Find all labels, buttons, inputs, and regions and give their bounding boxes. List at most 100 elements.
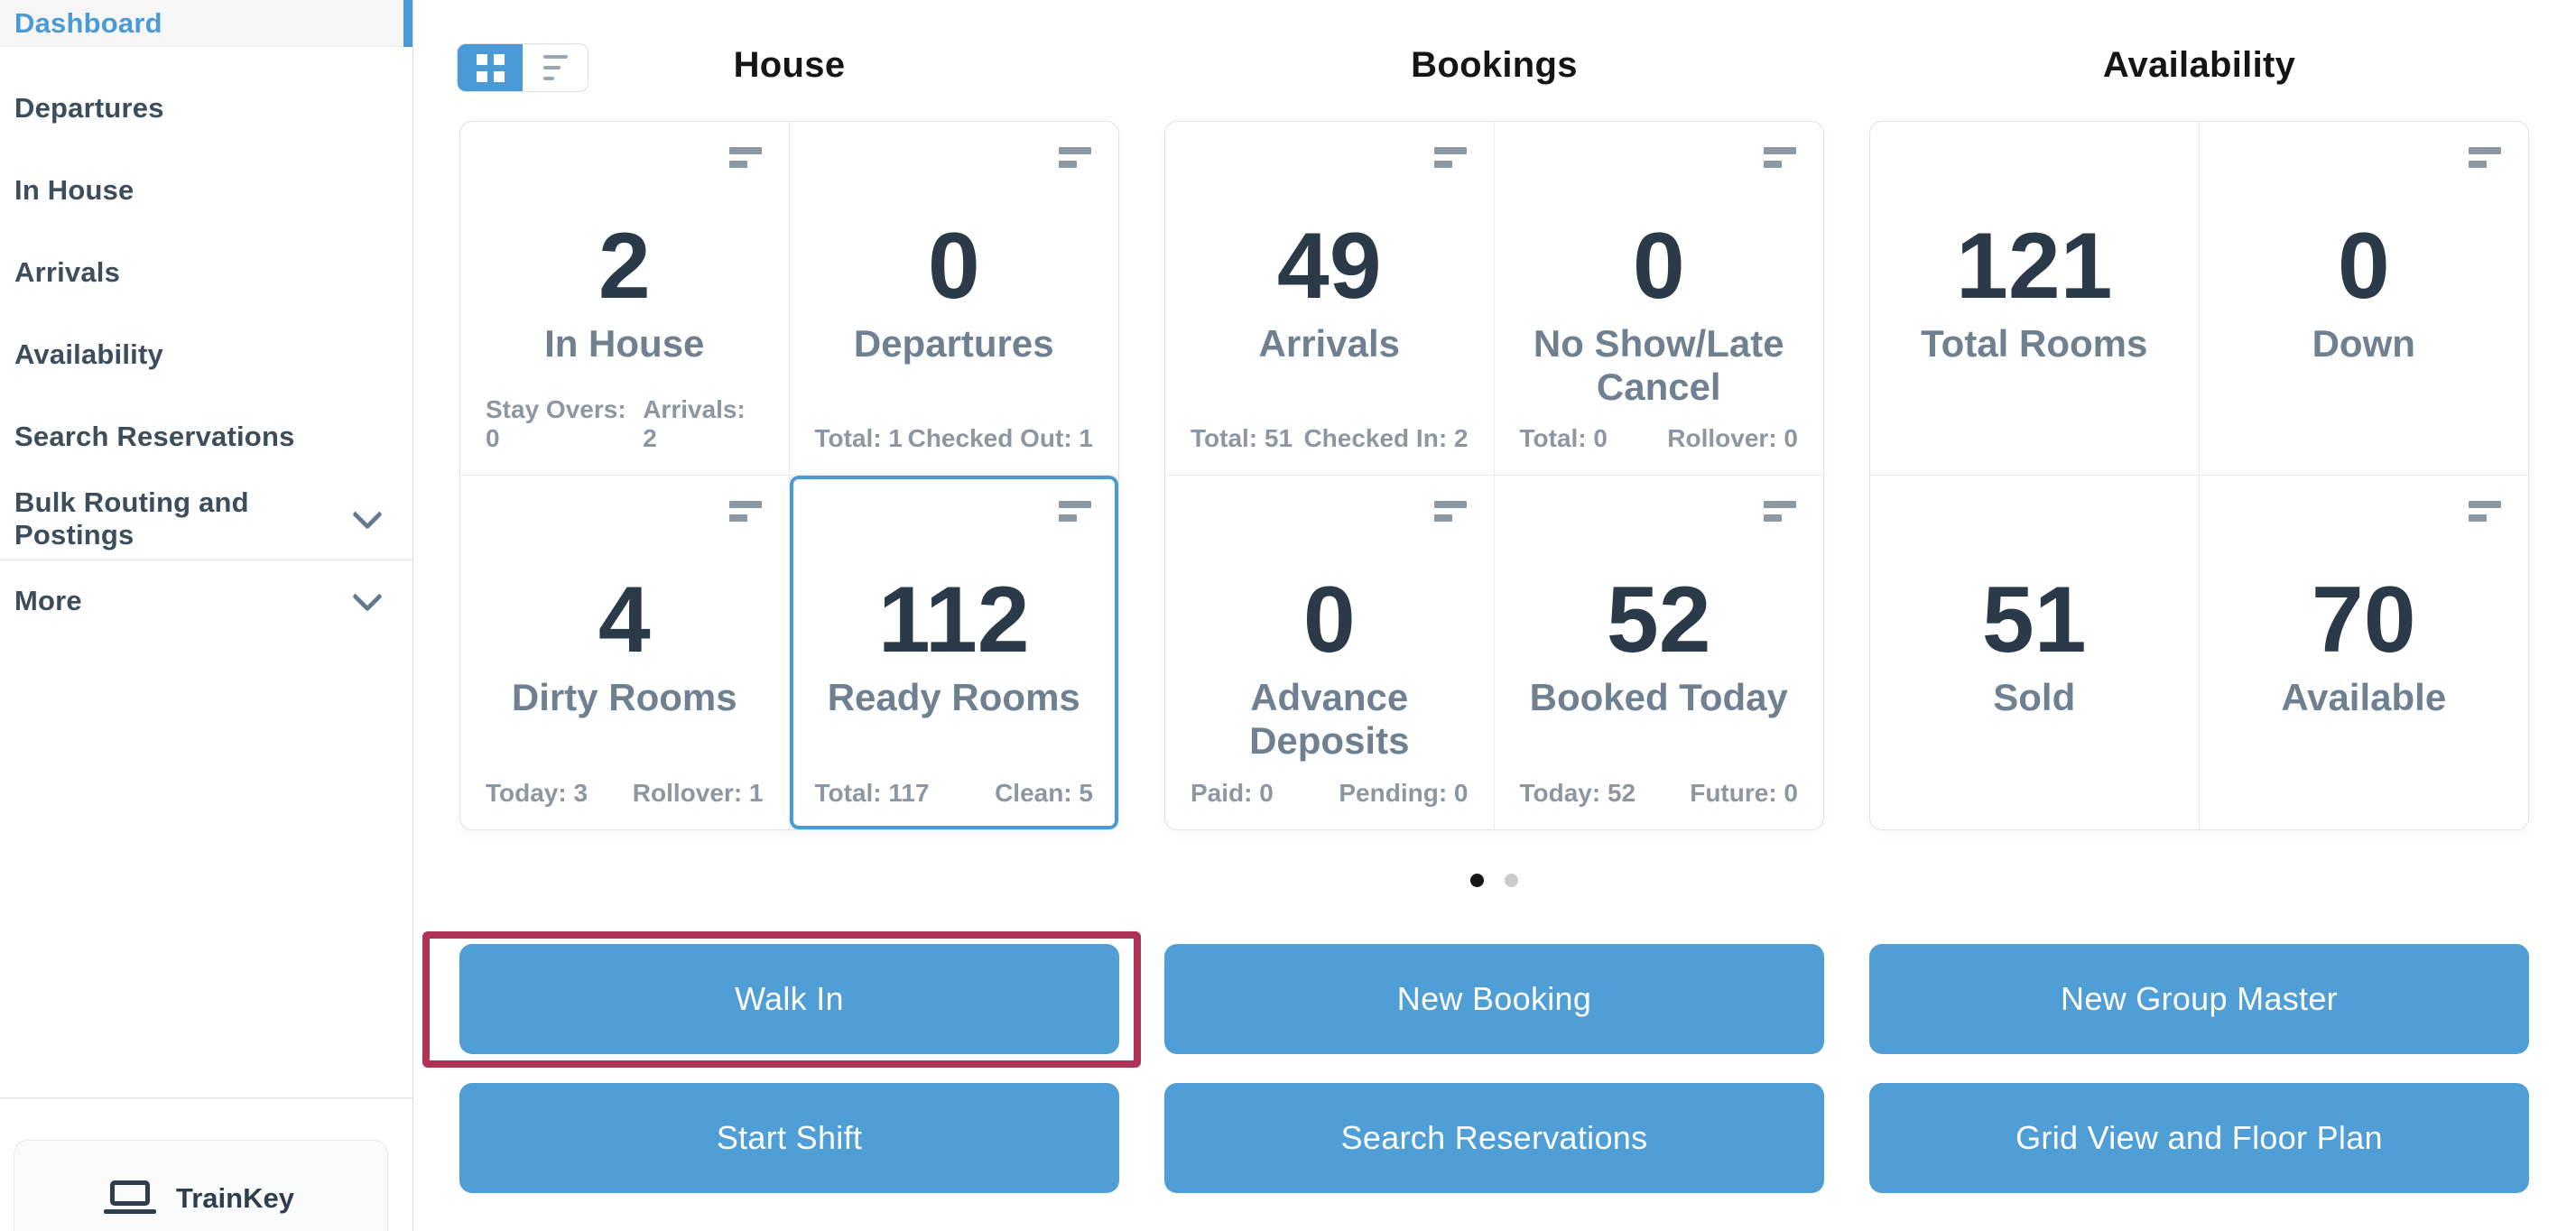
stat-card[interactable]: 4 Dirty Rooms Today: 3 Rollover: 1 [460, 476, 790, 829]
card-value: 0 [2337, 214, 2390, 319]
card-menu-icon[interactable] [1433, 147, 1467, 168]
card-menu-icon[interactable] [1059, 501, 1091, 522]
sidebar-item[interactable]: In House [0, 149, 412, 231]
card-menu-icon[interactable] [1764, 147, 1796, 168]
sidebar-item[interactable]: Dashboard [0, 0, 412, 47]
action-button[interactable]: New Group Master [1869, 944, 2529, 1054]
sidebar-item-label: Bulk Routing and Postings [14, 486, 249, 551]
stat-card[interactable]: 0 Down [2199, 122, 2528, 476]
carousel-dot[interactable] [1504, 874, 1518, 887]
card-menu-icon[interactable] [2469, 501, 2501, 522]
action-button-slot: Search Reservations [1164, 1083, 1824, 1193]
sidebar-item-label: Departures [14, 91, 164, 124]
card-stat-left: Total: 51 [1191, 424, 1293, 452]
card-label: Departures [853, 322, 1054, 365]
card-stat-left: Total: 1 [814, 424, 903, 452]
stat-card[interactable]: 0 Advance Deposits Paid: 0 Pending: 0 [1165, 476, 1495, 829]
action-button-slot: Start Shift [459, 1083, 1119, 1193]
stat-card[interactable]: 52 Booked Today Today: 52 Future: 0 [1495, 476, 1824, 829]
stat-card[interactable]: 0 No Show/Late Cancel Total: 0 Rollover:… [1494, 122, 1823, 476]
action-button[interactable]: Search Reservations [1164, 1083, 1824, 1193]
card-footnotes: Total: 117 Clean: 5 [815, 779, 1094, 808]
sidebar-item-label: Search Reservations [14, 420, 295, 452]
card-menu-icon[interactable] [1059, 147, 1091, 168]
action-button-slot: Walk In [422, 931, 1141, 1068]
stat-card[interactable]: 51 Sold [1870, 476, 2200, 829]
trainkey-button[interactable]: TrainKey [14, 1140, 388, 1231]
card-label: Advance Deposits [1249, 676, 1410, 762]
sidebar-item-label: More [14, 585, 82, 616]
view-toggle [457, 43, 588, 92]
action-buttons-row-2: Start Shift Search Reservations Grid Vie… [459, 1083, 2576, 1193]
card-stat-right: Checked In: 2 [1303, 424, 1469, 452]
card-stat-left: Total: 0 [1519, 424, 1608, 452]
carousel-dot[interactable] [1470, 874, 1485, 887]
action-buttons-row-1: Walk In New Booking New Group Master [422, 931, 2576, 1068]
sidebar-item[interactable]: Arrivals [0, 231, 412, 313]
card-stat-left: Stay Overs: 0 [486, 395, 626, 452]
sidebar-item[interactable]: Departures [0, 67, 412, 149]
card-value: 121 [1955, 214, 2113, 319]
stat-card[interactable]: 2 In House Stay Overs: 0 Arrivals: 2 [460, 122, 790, 476]
chevron-down-icon [352, 581, 383, 612]
grid-view-toggle[interactable] [458, 44, 523, 91]
card-footnotes: Today: 3 Rollover: 1 [486, 779, 764, 808]
stat-card[interactable]: 121 Total Rooms [1870, 122, 2200, 476]
active-indicator [403, 0, 412, 47]
stat-card[interactable]: 49 Arrivals Total: 51 Checked In: 2 [1165, 122, 1495, 476]
card-value: 0 [927, 214, 980, 319]
card-value: 70 [2311, 568, 2416, 672]
card-footnotes: Paid: 0 Pending: 0 [1191, 779, 1469, 808]
card-value: 112 [877, 568, 1030, 672]
card-menu-icon[interactable] [1433, 501, 1467, 522]
action-button[interactable]: Start Shift [459, 1083, 1119, 1193]
card-footnotes: Total: 0 Rollover: 0 [1520, 424, 1799, 453]
card-footnotes: Stay Overs: 0 Arrivals: 2 [486, 395, 764, 453]
card-stat-right: Arrivals: 2 [643, 395, 746, 452]
sidebar-nav: Dashboard Departures In House [0, 0, 412, 642]
card-label: No Show/Late Cancel [1533, 322, 1784, 408]
sidebar-item-label: Availability [14, 338, 163, 370]
sidebar-item[interactable]: More [0, 560, 412, 642]
action-button[interactable]: Walk In [459, 944, 1119, 1054]
action-button-slot: New Booking [1164, 944, 1824, 1054]
card-menu-icon[interactable] [728, 501, 762, 522]
card-menu-icon[interactable] [2469, 147, 2501, 168]
sidebar-item-label: In House [14, 173, 134, 206]
stat-card[interactable]: 112 Ready Rooms Total: 117 Clean: 5 [790, 476, 1119, 829]
card-label: Available [2281, 676, 2447, 718]
grid-icon [476, 53, 505, 82]
card-stat-right: Checked Out: 1 [907, 424, 1093, 452]
card-stat-left: Today: 3 [486, 779, 588, 807]
card-label: In House [544, 322, 705, 365]
card-menu-icon[interactable] [1764, 501, 1796, 522]
sidebar-item[interactable]: Availability [0, 313, 412, 395]
list-view-toggle[interactable] [523, 44, 588, 91]
card-label: Arrivals [1258, 322, 1400, 365]
sidebar-divider [0, 1097, 412, 1098]
card-stat-left: Paid: 0 [1191, 779, 1274, 807]
sidebar: Dashboard Departures In House [0, 0, 413, 1231]
list-icon [542, 55, 568, 80]
column-title-availability: Availability [2102, 45, 2296, 85]
card-stat-left: Total: 117 [814, 779, 930, 807]
card-value: 0 [1632, 214, 1685, 319]
action-button[interactable]: New Booking [1164, 944, 1824, 1054]
card-stat-right: Clean: 5 [995, 779, 1093, 807]
card-label: Booked Today [1529, 676, 1788, 718]
card-value: 52 [1606, 568, 1711, 672]
card-menu-icon[interactable] [728, 147, 762, 168]
card-label: Sold [1993, 676, 2076, 718]
chevron-down-icon [352, 498, 383, 530]
sidebar-item-label: Dashboard [14, 6, 162, 39]
card-stat-right: Rollover: 0 [1667, 424, 1798, 452]
card-label: Dirty Rooms [511, 676, 737, 718]
laptop-icon [104, 1180, 157, 1217]
stat-card[interactable]: 0 Departures Total: 1 Checked Out: 1 [789, 122, 1118, 476]
action-button[interactable]: Grid View and Floor Plan [1869, 1083, 2529, 1193]
sidebar-item[interactable]: Search Reservations [0, 395, 412, 477]
stat-card[interactable]: 70 Available [2200, 476, 2529, 829]
trainkey-label: TrainKey [176, 1182, 294, 1214]
sidebar-item[interactable]: Bulk Routing and Postings [0, 477, 412, 560]
card-value: 49 [1276, 214, 1382, 319]
